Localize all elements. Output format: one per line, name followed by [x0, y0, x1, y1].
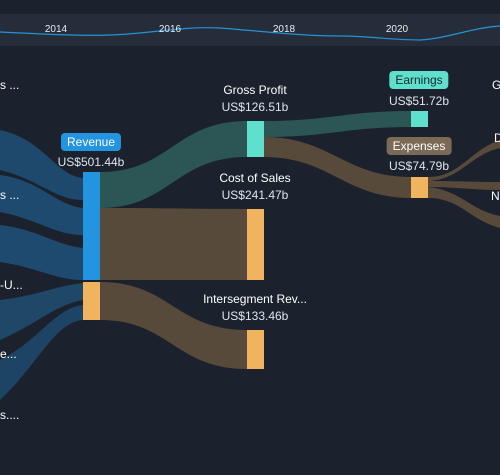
timeline-year-2014: 2014: [44, 24, 68, 35]
left-label-1: s ...: [0, 78, 20, 92]
timeline-year-2018: 2018: [272, 24, 296, 35]
right-label-1: G: [492, 78, 500, 92]
flow-revenue-gross-profit: [100, 121, 247, 208]
timeline-bar[interactable]: 2014 2016 2018 2020: [0, 14, 500, 46]
expenses-pill[interactable]: Expenses: [386, 137, 452, 155]
node-gross-profit-bar: [247, 121, 264, 157]
gross-profit-label[interactable]: Gross Profit: [223, 83, 287, 97]
flow-expenses-out-2: [428, 181, 500, 190]
earnings-pill[interactable]: Earnings: [389, 71, 449, 89]
flow-left-4: [0, 283, 83, 340]
right-label-3: N: [491, 189, 500, 203]
timeline-sparkline: [0, 25, 500, 41]
flow-gross-profit-expenses: [264, 137, 411, 198]
flow-to-intersegment: [100, 282, 247, 369]
flow-revenue-cost-of-sales: [100, 208, 247, 280]
node-cost-of-sales-bar: [247, 209, 264, 280]
flow-left-2: [0, 175, 83, 235]
node-expenses-bar: [411, 177, 428, 198]
timeline-year-2016: 2016: [158, 24, 182, 35]
flow-expenses-out-3: [428, 187, 500, 228]
flow-expenses-out-1: [428, 140, 500, 181]
flow-left-1: [0, 130, 83, 200]
flow-left-5: [0, 305, 83, 400]
intersegment-value: US$133.46b: [221, 309, 289, 323]
timeline-year-2020: 2020: [385, 24, 409, 35]
node-intersegment-source-bar: [83, 282, 100, 320]
flow-gross-profit-earnings: [264, 111, 411, 137]
node-earnings-bar: [411, 111, 428, 127]
revenue-value: US$501.44b: [57, 155, 125, 169]
gross-profit-value: US$126.51b: [221, 100, 289, 114]
earnings-value: US$51.72b: [388, 94, 450, 108]
left-label-2: s ...: [0, 188, 20, 202]
right-label-2: D: [494, 131, 500, 145]
node-revenue-bar: [83, 172, 100, 280]
flow-left-3: [0, 225, 83, 280]
cost-of-sales-value: US$241.47b: [221, 188, 289, 202]
left-label-3: -U...: [0, 278, 23, 292]
revenue-pill[interactable]: Revenue: [60, 133, 122, 151]
intersegment-label[interactable]: Intersegment Rev...: [203, 292, 307, 306]
left-label-4: e...: [0, 347, 17, 361]
left-label-5: s....: [0, 408, 20, 422]
expenses-value: US$74.79b: [388, 159, 450, 173]
node-intersegment-bar: [247, 330, 264, 369]
cost-of-sales-label[interactable]: Cost of Sales: [219, 171, 291, 185]
